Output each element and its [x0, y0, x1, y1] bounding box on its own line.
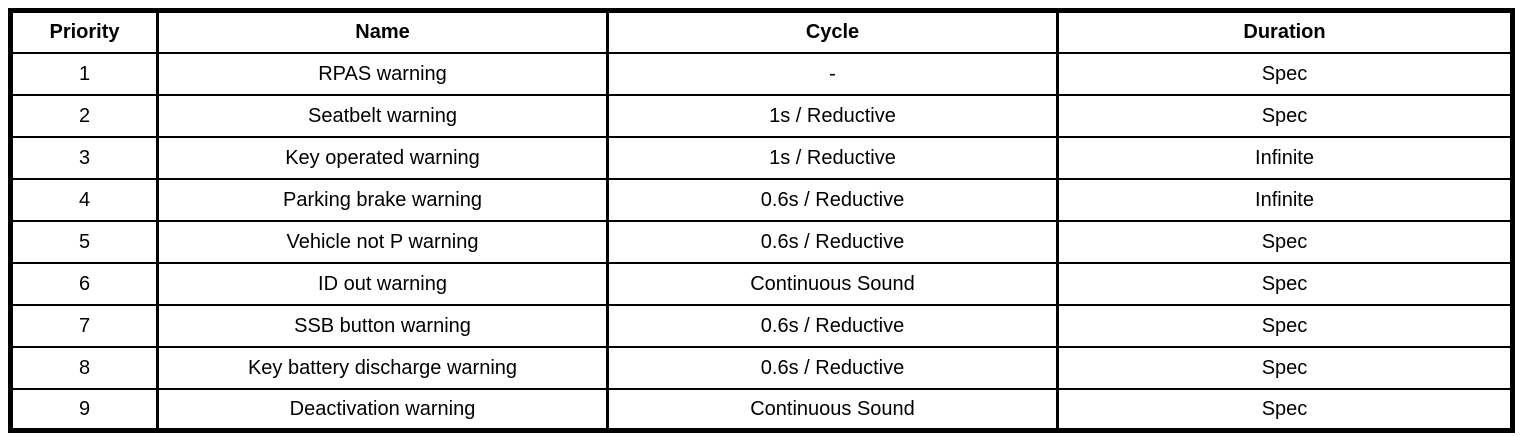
cell-cycle: 0.6s / Reductive [606, 177, 1059, 222]
cell-cycle: - [606, 51, 1059, 96]
cell-name: RPAS warning [156, 51, 609, 96]
cell-duration: Spec [1056, 51, 1514, 96]
table-row: 2 Seatbelt warning 1s / Reductive Spec [9, 93, 1514, 138]
cell-cycle: Continuous Sound [606, 261, 1059, 306]
table-row: 6 ID out warning Continuous Sound Spec [9, 261, 1514, 306]
column-header-cycle: Cycle [606, 9, 1059, 54]
cell-duration: Spec [1056, 387, 1514, 432]
cell-priority: 8 [9, 345, 159, 390]
cell-name: Parking brake warning [156, 177, 609, 222]
cell-priority: 7 [9, 303, 159, 348]
cell-duration: Spec [1056, 93, 1514, 138]
cell-duration: Spec [1056, 261, 1514, 306]
table-body: 1 RPAS warning - Spec 2 Seatbelt warning… [9, 51, 1514, 432]
cell-cycle: 0.6s / Reductive [606, 219, 1059, 264]
cell-name: Vehicle not P warning [156, 219, 609, 264]
cell-duration: Spec [1056, 219, 1514, 264]
cell-duration: Infinite [1056, 135, 1514, 180]
header-row: Priority Name Cycle Duration [9, 9, 1514, 54]
table-row: 1 RPAS warning - Spec [9, 51, 1514, 96]
table-row: 3 Key operated warning 1s / Reductive In… [9, 135, 1514, 180]
cell-priority: 4 [9, 177, 159, 222]
table-row: 5 Vehicle not P warning 0.6s / Reductive… [9, 219, 1514, 264]
cell-priority: 9 [9, 387, 159, 432]
cell-priority: 5 [9, 219, 159, 264]
table-row: 9 Deactivation warning Continuous Sound … [9, 387, 1514, 432]
cell-cycle: Continuous Sound [606, 387, 1059, 432]
column-header-name: Name [156, 9, 609, 54]
cell-priority: 2 [9, 93, 159, 138]
table-row: 4 Parking brake warning 0.6s / Reductive… [9, 177, 1514, 222]
cell-cycle: 0.6s / Reductive [606, 303, 1059, 348]
cell-cycle: 1s / Reductive [606, 93, 1059, 138]
cell-name: ID out warning [156, 261, 609, 306]
warning-priority-table: Priority Name Cycle Duration 1 RPAS warn… [8, 8, 1515, 433]
cell-cycle: 0.6s / Reductive [606, 345, 1059, 390]
column-header-duration: Duration [1056, 9, 1514, 54]
cell-duration: Infinite [1056, 177, 1514, 222]
cell-duration: Spec [1056, 303, 1514, 348]
cell-name: Key battery discharge warning [156, 345, 609, 390]
cell-duration: Spec [1056, 345, 1514, 390]
cell-priority: 6 [9, 261, 159, 306]
cell-priority: 3 [9, 135, 159, 180]
cell-name: SSB button warning [156, 303, 609, 348]
cell-name: Seatbelt warning [156, 93, 609, 138]
cell-priority: 1 [9, 51, 159, 96]
column-header-priority: Priority [9, 9, 159, 54]
cell-cycle: 1s / Reductive [606, 135, 1059, 180]
table-row: 7 SSB button warning 0.6s / Reductive Sp… [9, 303, 1514, 348]
cell-name: Key operated warning [156, 135, 609, 180]
cell-name: Deactivation warning [156, 387, 609, 432]
table-row: 8 Key battery discharge warning 0.6s / R… [9, 345, 1514, 390]
